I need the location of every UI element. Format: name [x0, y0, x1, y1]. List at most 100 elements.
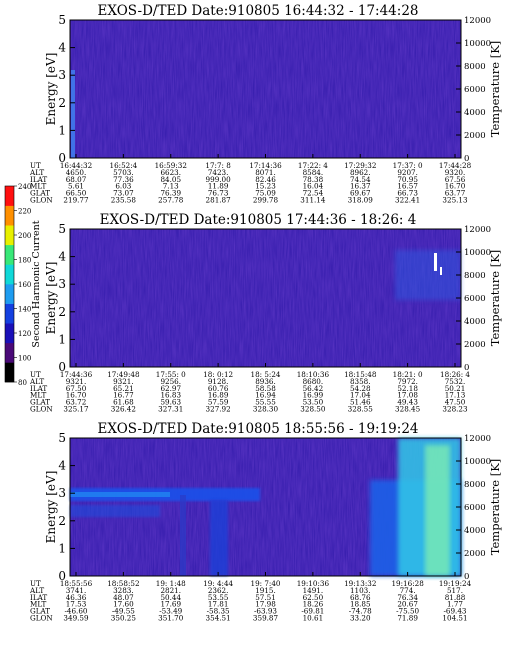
y-tick-label: 4	[58, 250, 66, 264]
panel-2-right-y-ticks: 0 2000 4000 6000 8000 10000 12000	[456, 225, 491, 373]
ephemeris-cell: 50.44	[160, 593, 181, 602]
colorbar-cell	[5, 264, 14, 285]
right-y-tick-label: 4000	[464, 526, 486, 536]
ephemeris-cell: 1.77	[447, 600, 463, 609]
ephemeris-cell: 76.73	[208, 189, 229, 198]
ephemeris-cell: 15.23	[255, 182, 276, 191]
right-y-tick-label: 2000	[464, 131, 486, 141]
ephemeris-cell: 33.20	[350, 614, 371, 623]
ephemeris-cell: 322.41	[395, 196, 420, 205]
ephemeris-cell: 6.03	[115, 182, 131, 191]
ephemeris-row-label: UT	[30, 579, 41, 588]
ephemeris-cell: 18.26	[303, 600, 324, 609]
ephemeris-cell: 2821.	[160, 586, 181, 595]
colorbar-cell	[5, 342, 14, 363]
ephemeris-cell: 19:16:28	[391, 579, 424, 588]
ephemeris-row-label: UT	[30, 370, 41, 379]
right-y-tick-label: 12000	[464, 225, 491, 235]
ephemeris-cell: 8680.	[303, 377, 324, 386]
ephemeris-cell: 8936.	[255, 377, 276, 386]
ephemeris-cell: 8071.	[255, 168, 276, 177]
ephemeris-cell: 68.07	[66, 175, 87, 184]
ephemeris-cell: 53.50	[303, 398, 324, 407]
ephemeris-cell: 63.72	[66, 398, 87, 407]
ephemeris-cell: 16.04	[303, 182, 324, 191]
ephemeris-cell: 71.89	[397, 614, 418, 623]
right-y-tick-label: 0	[464, 572, 469, 582]
ephemeris-cell: 8962.	[350, 168, 371, 177]
colorbar-cell	[5, 205, 14, 226]
ephemeris-cell: 326.42	[111, 405, 136, 414]
ephemeris-cell: -69.43	[443, 607, 466, 616]
ephemeris-cell: 49.43	[397, 398, 418, 407]
ephemeris-cell: 73.07	[113, 189, 134, 198]
right-y-tick-label: 8000	[464, 62, 486, 72]
right-y-tick-label: 6000	[464, 294, 486, 304]
ephemeris-cell: 17:22: 4	[298, 161, 328, 170]
ephemeris-cell: 18:10:36	[297, 370, 330, 379]
panel-1-ylabel: Energy [eV]	[44, 53, 58, 126]
ephemeris-cell: 17.53	[66, 600, 87, 609]
panel-2-upper-right-enhancement	[395, 250, 461, 300]
ephemeris-cell: 16.77	[113, 391, 134, 400]
ephemeris-cell: 327.92	[206, 405, 231, 414]
panel-1: EXOS-D/TED Date:910805 16:44:32 - 17:44:…	[29, 3, 502, 205]
ephemeris-row-label: GLON	[30, 405, 53, 414]
ephemeris-cell: 16.89	[208, 391, 229, 400]
ephemeris-cell: 354.51	[206, 614, 231, 623]
ephemeris-cell: 56.42	[303, 384, 324, 393]
ephemeris-cell: -74.78	[349, 607, 372, 616]
panel-2-ylabel-right: Temperature [K]	[488, 250, 502, 347]
panel-3-ylabel-right: Temperature [K]	[488, 459, 502, 556]
right-y-tick-label: 8000	[464, 480, 486, 490]
panel-3-hot-core	[425, 445, 450, 576]
ephemeris-cell: 17.08	[397, 391, 418, 400]
ephemeris-cell: 7.13	[163, 182, 179, 191]
ephemeris-cell: 1103.	[350, 586, 371, 595]
ephemeris-cell: 54.28	[350, 384, 371, 393]
ephemeris-cell: 19: 1:48	[156, 579, 186, 588]
colorbar-tick-label: 80	[18, 379, 27, 387]
ephemeris-cell: 18:26: 4	[440, 370, 470, 379]
right-y-tick-label: 10000	[464, 39, 491, 49]
ephemeris-cell: 18:58:52	[107, 579, 139, 588]
ephemeris-cell: 61.68	[113, 398, 134, 407]
colorbar-cell	[5, 362, 14, 383]
ephemeris-cell: 3283.	[113, 586, 134, 595]
y-tick-label: 3	[58, 68, 66, 82]
ephemeris-row-label: ALT	[29, 168, 44, 177]
ephemeris-cell: 1491.	[303, 586, 324, 595]
panel-1-title: EXOS-D/TED Date:910805 16:44:32 - 17:44:…	[97, 3, 418, 19]
ephemeris-cell: 349.59	[63, 614, 89, 623]
ephemeris-cell: 17.04	[350, 391, 371, 400]
colorbar-tick-label: 100	[18, 355, 31, 363]
ephemeris-cell: 16.94	[255, 391, 276, 400]
ephemeris-cell: 62.50	[303, 593, 324, 602]
panel-2: EXOS-D/TED Date:910805 17:44:36 - 18:26:…	[29, 212, 502, 414]
ephemeris-cell: 46.36	[66, 593, 87, 602]
ephemeris-cell: 19:19:24	[439, 579, 472, 588]
ephemeris-cell: 16.83	[160, 391, 181, 400]
panel-1-ylabel-right: Temperature [K]	[488, 41, 502, 138]
ephemeris-cell: 67.50	[66, 384, 87, 393]
ephemeris-row-label: MLT	[30, 182, 47, 191]
panel-2-title: EXOS-D/TED Date:910805 17:44:36 - 18:26:…	[100, 212, 417, 228]
right-y-tick-label: 2000	[464, 340, 486, 350]
y-tick-label: 4	[58, 459, 66, 473]
ephemeris-cell: 5703.	[113, 168, 134, 177]
ephemeris-cell: 235.58	[111, 196, 137, 205]
ephemeris-cell: 84.05	[160, 175, 181, 184]
right-y-tick-label: 12000	[464, 16, 491, 26]
colorbar-cell	[5, 225, 14, 246]
ephemeris-cell: 57.51	[255, 593, 276, 602]
ephemeris-cell: 9320.	[445, 168, 466, 177]
ephemeris-cell: 3741.	[66, 586, 87, 595]
y-tick-label: 5	[58, 431, 66, 445]
ephemeris-cell: 281.87	[206, 196, 232, 205]
ephemeris-cell: 7972.	[397, 377, 418, 386]
right-y-tick-label: 4000	[464, 108, 486, 118]
ephemeris-cell: 48.07	[113, 593, 134, 602]
ephemeris-cell: 17:7: 8	[205, 161, 231, 170]
ephemeris-row-label: GLAT	[30, 398, 50, 407]
